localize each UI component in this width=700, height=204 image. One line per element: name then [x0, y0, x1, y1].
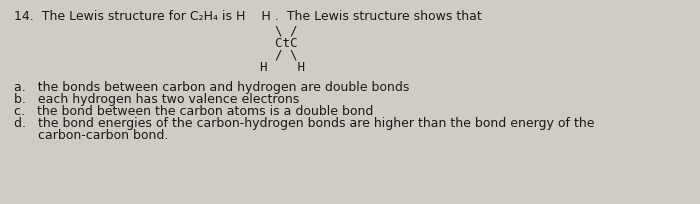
Text: 14.  The Lewis structure for C₂H₄ is H    H .  The Lewis structure shows that: 14. The Lewis structure for C₂H₄ is H H … — [14, 10, 482, 23]
Text: a.   the bonds between carbon and hydrogen are double bonds: a. the bonds between carbon and hydrogen… — [14, 81, 409, 94]
Text: / \: / \ — [245, 49, 298, 62]
Text: c.   the bond between the carbon atoms is a double bond: c. the bond between the carbon atoms is … — [14, 104, 373, 118]
Text: CtC: CtC — [245, 37, 298, 50]
Text: \ /: \ / — [245, 25, 298, 38]
Text: d.   the bond energies of the carbon-hydrogen bonds are higher than the bond ene: d. the bond energies of the carbon-hydro… — [14, 116, 594, 129]
Text: carbon-carbon bond.: carbon-carbon bond. — [14, 128, 169, 141]
Text: H    H: H H — [245, 61, 305, 74]
Text: b.   each hydrogen has two valence electrons: b. each hydrogen has two valence electro… — [14, 93, 300, 105]
